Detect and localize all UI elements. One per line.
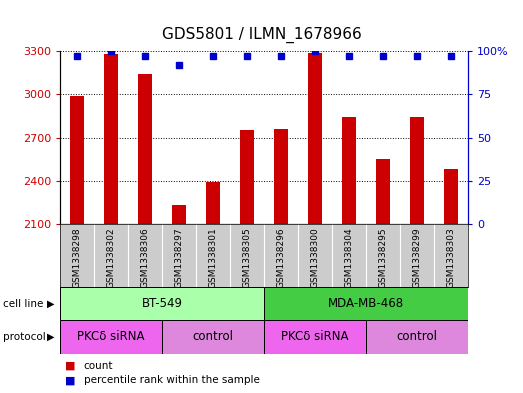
Bar [162, 320, 264, 354]
Text: GSM1338300: GSM1338300 [311, 227, 320, 288]
Bar [342, 118, 356, 224]
Text: GSM1338303: GSM1338303 [447, 227, 456, 288]
Bar [138, 74, 152, 224]
Text: GSM1338302: GSM1338302 [107, 227, 116, 288]
Text: protocol: protocol [3, 332, 46, 342]
Text: GDS5801 / ILMN_1678966: GDS5801 / ILMN_1678966 [162, 27, 361, 43]
Bar [309, 53, 322, 224]
Text: GSM1338297: GSM1338297 [175, 227, 184, 288]
Text: ■: ■ [65, 361, 76, 371]
Text: cell line: cell line [3, 299, 43, 309]
Text: GSM1338306: GSM1338306 [141, 227, 150, 288]
Text: GSM1338296: GSM1338296 [277, 227, 286, 288]
Text: ▶: ▶ [48, 332, 55, 342]
Text: MDA-MB-468: MDA-MB-468 [328, 297, 404, 310]
Text: PKCδ siRNA: PKCδ siRNA [281, 331, 349, 343]
Text: ▶: ▶ [48, 299, 55, 309]
Text: GSM1338304: GSM1338304 [345, 227, 354, 288]
Text: count: count [84, 361, 113, 371]
Bar [366, 320, 468, 354]
Bar [60, 287, 264, 320]
Text: GSM1338295: GSM1338295 [379, 227, 388, 288]
Bar [206, 182, 220, 224]
Text: PKCδ siRNA: PKCδ siRNA [77, 331, 145, 343]
Bar [377, 159, 390, 224]
Text: GSM1338301: GSM1338301 [209, 227, 218, 288]
Bar [241, 130, 254, 224]
Text: percentile rank within the sample: percentile rank within the sample [84, 375, 259, 385]
Bar [264, 320, 366, 354]
Text: BT-549: BT-549 [142, 297, 183, 310]
Bar [445, 169, 458, 224]
Bar [173, 205, 186, 224]
Bar [275, 129, 288, 224]
Bar [60, 320, 162, 354]
Bar [264, 287, 468, 320]
Bar [70, 96, 84, 224]
Text: GSM1338298: GSM1338298 [73, 227, 82, 288]
Text: ■: ■ [65, 375, 76, 385]
Text: control: control [396, 331, 438, 343]
Text: control: control [192, 331, 234, 343]
Bar [411, 118, 424, 224]
Text: GSM1338299: GSM1338299 [413, 227, 422, 288]
Bar [105, 54, 118, 224]
Text: GSM1338305: GSM1338305 [243, 227, 252, 288]
